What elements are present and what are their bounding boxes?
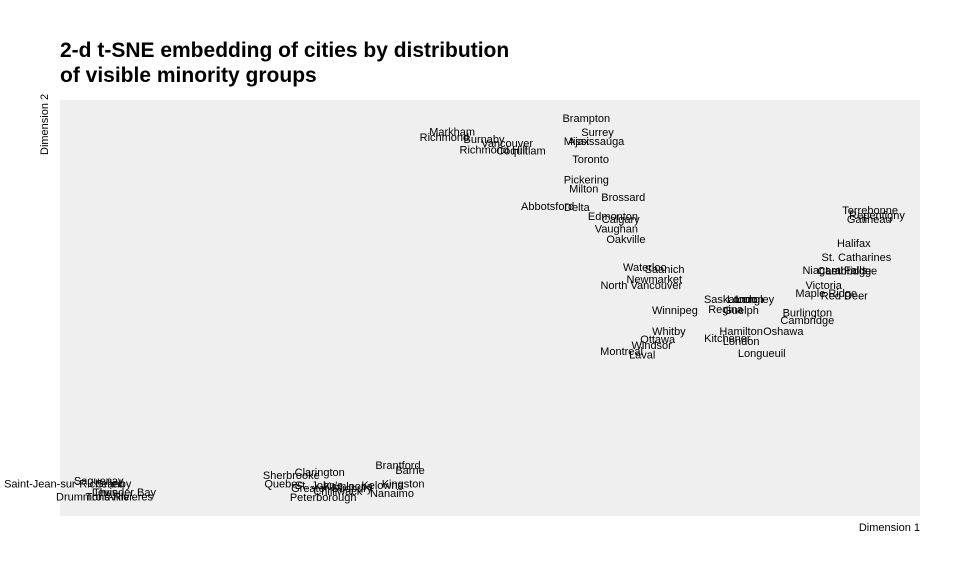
data-point-label: Saskatoon xyxy=(704,294,756,306)
data-point-label: Newmarket xyxy=(626,274,682,286)
data-point-label: Mississauga xyxy=(564,136,625,148)
data-point-label: Chilliwack xyxy=(313,486,362,498)
data-point-label: Laval xyxy=(629,350,655,362)
chart-title: 2-d t-SNE embedding of cities by distrib… xyxy=(60,38,580,88)
chart-title-line-2: of visible minority groups xyxy=(60,64,317,87)
data-point-label: Windsor xyxy=(632,340,673,352)
data-point-label: Toronto xyxy=(572,154,609,166)
data-point-label: Vancouver xyxy=(481,138,533,150)
data-point-label: Drummondville xyxy=(56,492,129,504)
data-point-label: Sherbrooke xyxy=(263,470,320,482)
data-point-label: Kitchener xyxy=(704,333,751,345)
data-point-label: Guelph xyxy=(723,305,758,317)
data-point-label: Quebec xyxy=(264,479,303,491)
data-point-label: St. Catharines xyxy=(822,252,892,264)
data-point-label: Ajax xyxy=(568,136,590,148)
data-point-label: North Vancouver xyxy=(600,280,682,292)
data-point-label: Ottawa xyxy=(640,334,676,346)
data-point-label: Winnipeg xyxy=(652,305,698,317)
data-point-label: Oshawa xyxy=(763,326,804,338)
data-point-label: Waterloo xyxy=(623,262,667,274)
data-point-label: Nanaimo xyxy=(370,488,414,500)
data-point-label: Delta xyxy=(564,202,591,214)
data-point-label: Lethbridge xyxy=(825,266,877,278)
data-point-label: Regina xyxy=(708,304,744,316)
data-point-label: Levis xyxy=(92,487,118,499)
data-point-label: Greater Sudbury xyxy=(291,483,373,495)
data-point-label: Brossard xyxy=(601,192,645,204)
data-point-label: Montreal xyxy=(600,346,643,358)
data-point-label: Peterborough xyxy=(290,492,357,504)
data-point-label: Milton xyxy=(569,183,598,195)
data-point-label: Whitby xyxy=(652,326,686,338)
data-point-label: Cambridge xyxy=(817,266,871,278)
data-point-label: Hamilton xyxy=(719,326,762,338)
data-point-label: Coquitlam xyxy=(496,145,546,157)
data-point-label: Burlington xyxy=(783,308,833,320)
data-point-label: Granby xyxy=(95,479,132,491)
data-point-label: Barrie xyxy=(395,465,424,477)
data-point-label: Oakville xyxy=(606,234,645,246)
data-point-label: Brampton xyxy=(562,113,610,125)
data-point-label: Niagara Falls xyxy=(802,265,867,277)
data-point-label: Brantford xyxy=(375,460,420,472)
data-point-label: Burnaby xyxy=(463,134,504,146)
data-point-label: Saanich xyxy=(645,264,685,276)
data-point-label: Abbotsford xyxy=(521,201,574,213)
data-point-label: Repentigny xyxy=(849,210,905,222)
data-point-label: Maple Ridge xyxy=(795,288,857,300)
data-point-label: Kelowna xyxy=(361,480,404,492)
x-axis-title: Dimension 1 xyxy=(858,522,920,534)
data-point-label: Trois-Rivieres xyxy=(86,492,154,504)
data-point-label: Kamloops xyxy=(324,481,373,493)
data-point-label: Thunder Bay xyxy=(93,487,156,499)
data-point-label: Richmond xyxy=(420,132,470,144)
data-point-label: Gatineau xyxy=(847,214,892,226)
data-point-label: St. John's xyxy=(295,480,343,492)
data-point-label: Langley xyxy=(736,294,775,306)
data-point-label: Surrey xyxy=(581,127,614,139)
plot-panel xyxy=(60,100,920,516)
data-point-label: Terrebonne xyxy=(842,205,898,217)
data-point-label: Saguenay xyxy=(74,475,124,487)
data-point-label: London xyxy=(723,336,760,348)
data-point-label: Victoria xyxy=(805,280,842,292)
data-point-label: London xyxy=(727,294,764,306)
chart-title-line-1: 2-d t-SNE embedding of cities by distrib… xyxy=(60,39,510,62)
y-axis-title: Dimension 2 xyxy=(39,93,51,155)
data-point-label: Vaughan xyxy=(595,223,638,235)
data-point-label: Saint-Jean-sur-Richelieu xyxy=(4,479,124,491)
data-point-label: Kingston xyxy=(382,479,425,491)
data-point-label: Cambridge xyxy=(780,315,834,327)
data-point-label: Red Deer xyxy=(821,291,868,303)
data-point-label: Markham xyxy=(429,126,475,138)
data-point-label: Longueuil xyxy=(738,348,786,360)
data-point-label: Pickering xyxy=(564,175,609,187)
data-point-label: Richmond Hill xyxy=(460,145,528,157)
data-point-label: Halifax xyxy=(837,238,871,250)
data-point-label: Calgary xyxy=(602,214,640,226)
data-point-label: Edmonton xyxy=(588,211,638,223)
data-point-label: Clarington xyxy=(295,467,345,479)
